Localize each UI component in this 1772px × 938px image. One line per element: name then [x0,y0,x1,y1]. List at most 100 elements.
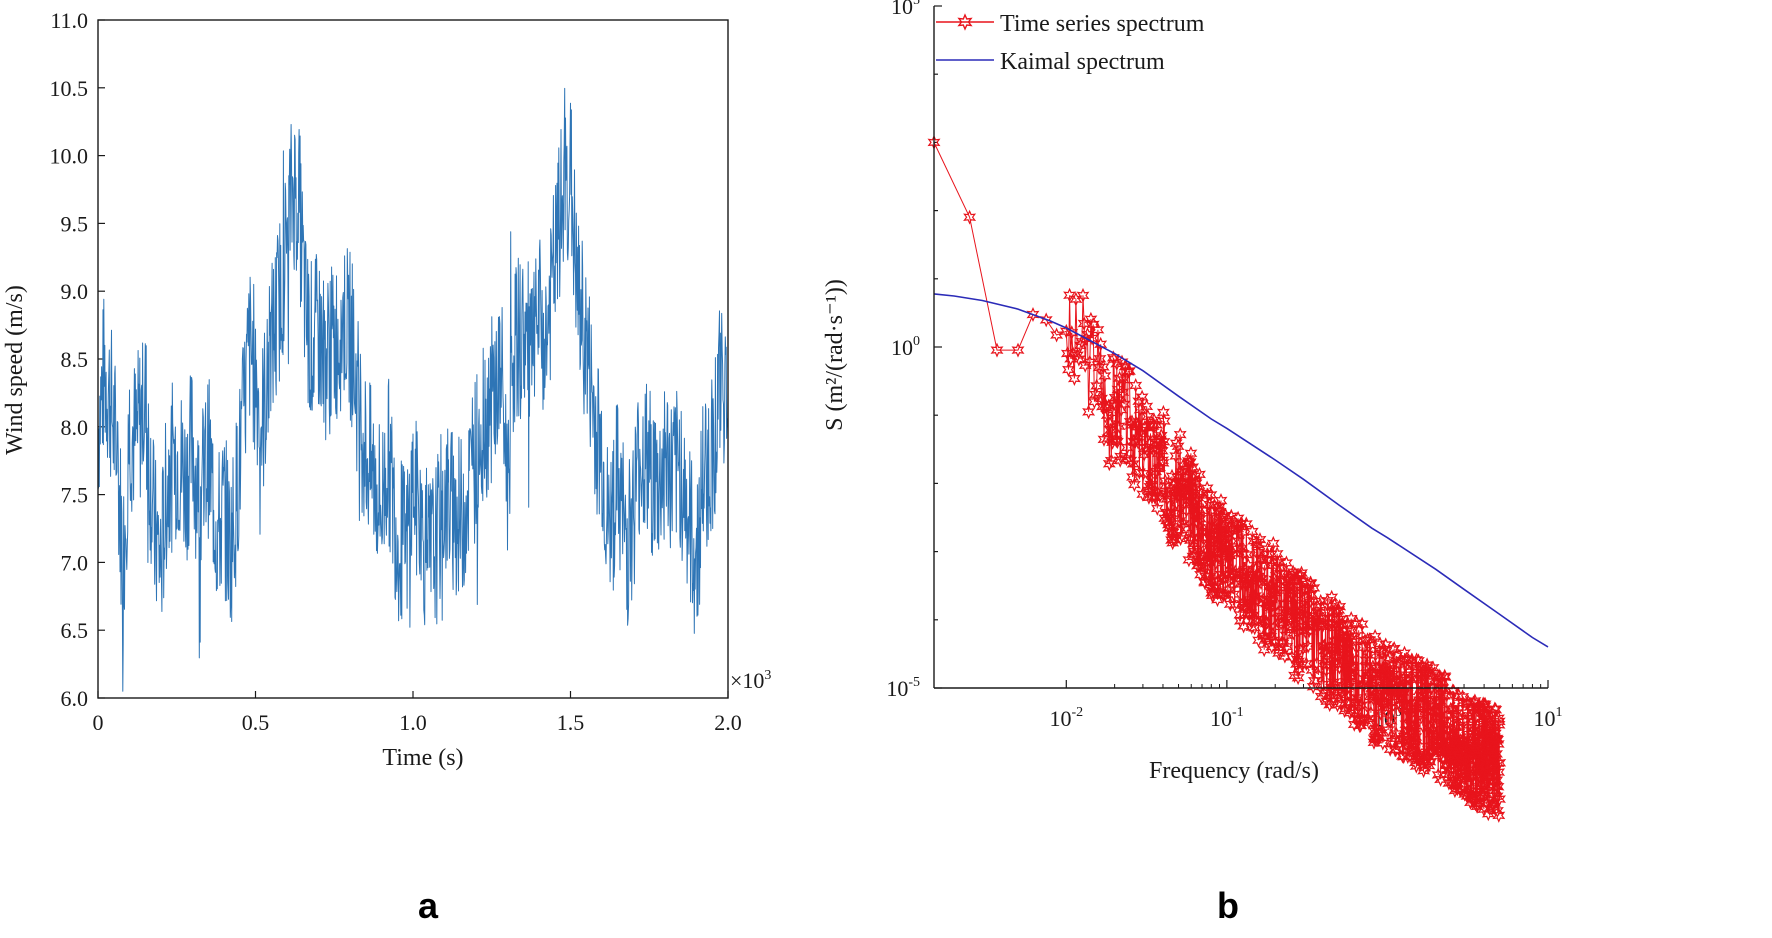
panel-b-star-marker [1233,564,1247,580]
panel-b-star-marker [1389,726,1403,742]
panel-b-star-marker [1063,287,1077,303]
panel-a-wind-speed-series [97,87,729,692]
panel-b-star-marker [1237,594,1251,610]
panel-b-star-marker [1301,638,1315,654]
panel-a-y-axis-ticks: 6.0 6.5 7.0 7.5 8.0 8.5 9.0 9.5 10.0 10.5 11.0 [50,8,105,711]
panel-b-star-marker [1244,605,1258,621]
panel-a-x-tick-label: 1.0 [399,710,427,735]
panel-b-star-marker [1289,607,1303,623]
panel-b-y-axis-label: S (m²/(rad·s⁻¹)) [822,279,848,431]
panel-b-star-marker [1355,697,1369,713]
panel-b-star-marker [1336,644,1350,660]
panel-b-star-marker [1295,607,1309,623]
panel-b-star-marker [1084,311,1098,327]
panel-b-star-marker [1270,546,1284,562]
panel-b-star-marker [1117,396,1131,412]
panel-b-star-marker [1297,618,1310,634]
panel-b-y-axis-ticks: 10-5 100 105 [886,0,942,701]
panel-b-star-marker [1137,447,1151,462]
panel-a-x-tick-label: 0.5 [242,710,270,735]
panel-b-star-marker [1130,416,1144,432]
panel-a-y-tick-label: 7.5 [61,483,89,508]
panel-b-label: b [1217,885,1239,926]
panel-b-star-marker [1150,500,1164,516]
panel-b-star-marker [1350,615,1364,631]
panel-b-star-marker [1067,371,1081,386]
panel-b-star-marker [1173,427,1187,443]
legend-time-series-star-icon [957,13,973,31]
panel-b-star-marker [1295,657,1309,673]
panel-b-star-marker [1184,445,1198,461]
panel-b-star-marker [1214,493,1228,508]
panel-b-y-tick-label: 105 [891,0,920,19]
panel-b-star-marker [1435,681,1449,697]
panel-a-y-axis-label: Wind speed (m/s) [2,285,28,455]
panel-b-star-marker [1200,525,1214,541]
panel-b-star-marker [1344,610,1358,626]
panel-b-star-marker [1383,650,1397,666]
panel-b-star-marker [1223,548,1237,563]
panel-b-star-marker [1188,468,1202,484]
panel-b-star-marker [1396,684,1410,700]
panel-b-star-marker [1253,532,1267,548]
panel-a-label: a [418,885,439,926]
panel-b-star-marker [963,209,977,225]
panel-b-star-marker [1193,466,1206,482]
panel-b-star-marker [1251,537,1265,553]
panel-b-star-marker [1062,362,1075,378]
panel-b-star-marker [1110,434,1124,450]
panel-b-star-marker [1279,555,1293,571]
panel-b-star-marker [1227,566,1241,582]
panel-b-star-marker [1254,575,1268,590]
panel-b-star-marker [1492,717,1506,733]
panel-b-star-marker [1294,567,1308,583]
panel-b-star-marker [1083,354,1097,370]
panel-b-star-marker [1366,691,1380,707]
panel-b-star-marker [1488,726,1502,741]
panel-b-star-marker [1157,413,1171,429]
panel-b-star-marker [1238,570,1252,586]
panel-b-star-marker [1344,668,1358,684]
panel-b-star-marker [1360,646,1374,662]
panel-b-star-marker [1098,368,1112,384]
panel-b-star-marker [1265,639,1279,655]
panel-b-star-marker [1076,287,1090,303]
panel-b-star-marker [1328,678,1342,693]
panel-b-star-marker [1129,378,1143,393]
panel-b-star-marker [1150,417,1163,433]
panel-b-star-marker [1212,499,1226,515]
panel-b-star-marker [1291,578,1305,594]
panel-b-star-marker [1335,656,1349,672]
panel-b-star-marker [1320,657,1334,673]
panel-b-star-marker [1078,357,1092,373]
panel-b-star-marker [1174,531,1188,547]
panel-b-star-marker [1307,580,1321,596]
panel-b-star-marker [1105,405,1119,421]
panel-b-star-marker [1490,772,1504,788]
panel-b-star-marker [1492,807,1506,823]
panel-b-star-marker [1116,384,1130,400]
panel-b-star-marker [1351,671,1365,687]
panel-a-x-multiplier-exp: 3 [764,668,771,683]
panel-a-x-axis-ticks: 0 0.5 1.0 1.5 2.0 [93,691,742,735]
panel-b-star-marker [1193,511,1207,527]
panel-b-star-marker [1152,459,1167,475]
panel-b-star-marker [1168,532,1182,548]
panel-b-star-marker [1379,664,1393,680]
panel-b-star-marker [1157,434,1171,450]
panel-a-y-tick-label: 6.0 [61,686,89,711]
panel-b-star-marker [1196,529,1210,545]
panel-b-star-marker [1398,645,1411,661]
panel-b-star-marker [1147,416,1161,432]
panel-b-star-marker [1438,669,1452,685]
panel-b-star-marker [1220,555,1234,571]
panel-b-star-marker [1183,454,1197,470]
panel-b-star-marker [1368,628,1382,644]
panel-b-time-series-spectrum [927,134,1507,823]
panel-b-y-tick-label: 100 [891,334,920,360]
panel-b-star-marker [1272,645,1286,661]
panel-b-star-marker [1065,325,1079,341]
panel-b-x-axis-label: Frequency (rad/s) [1149,758,1319,784]
panel-b-star-marker [1345,631,1359,647]
panel-b-star-marker [1090,378,1104,394]
